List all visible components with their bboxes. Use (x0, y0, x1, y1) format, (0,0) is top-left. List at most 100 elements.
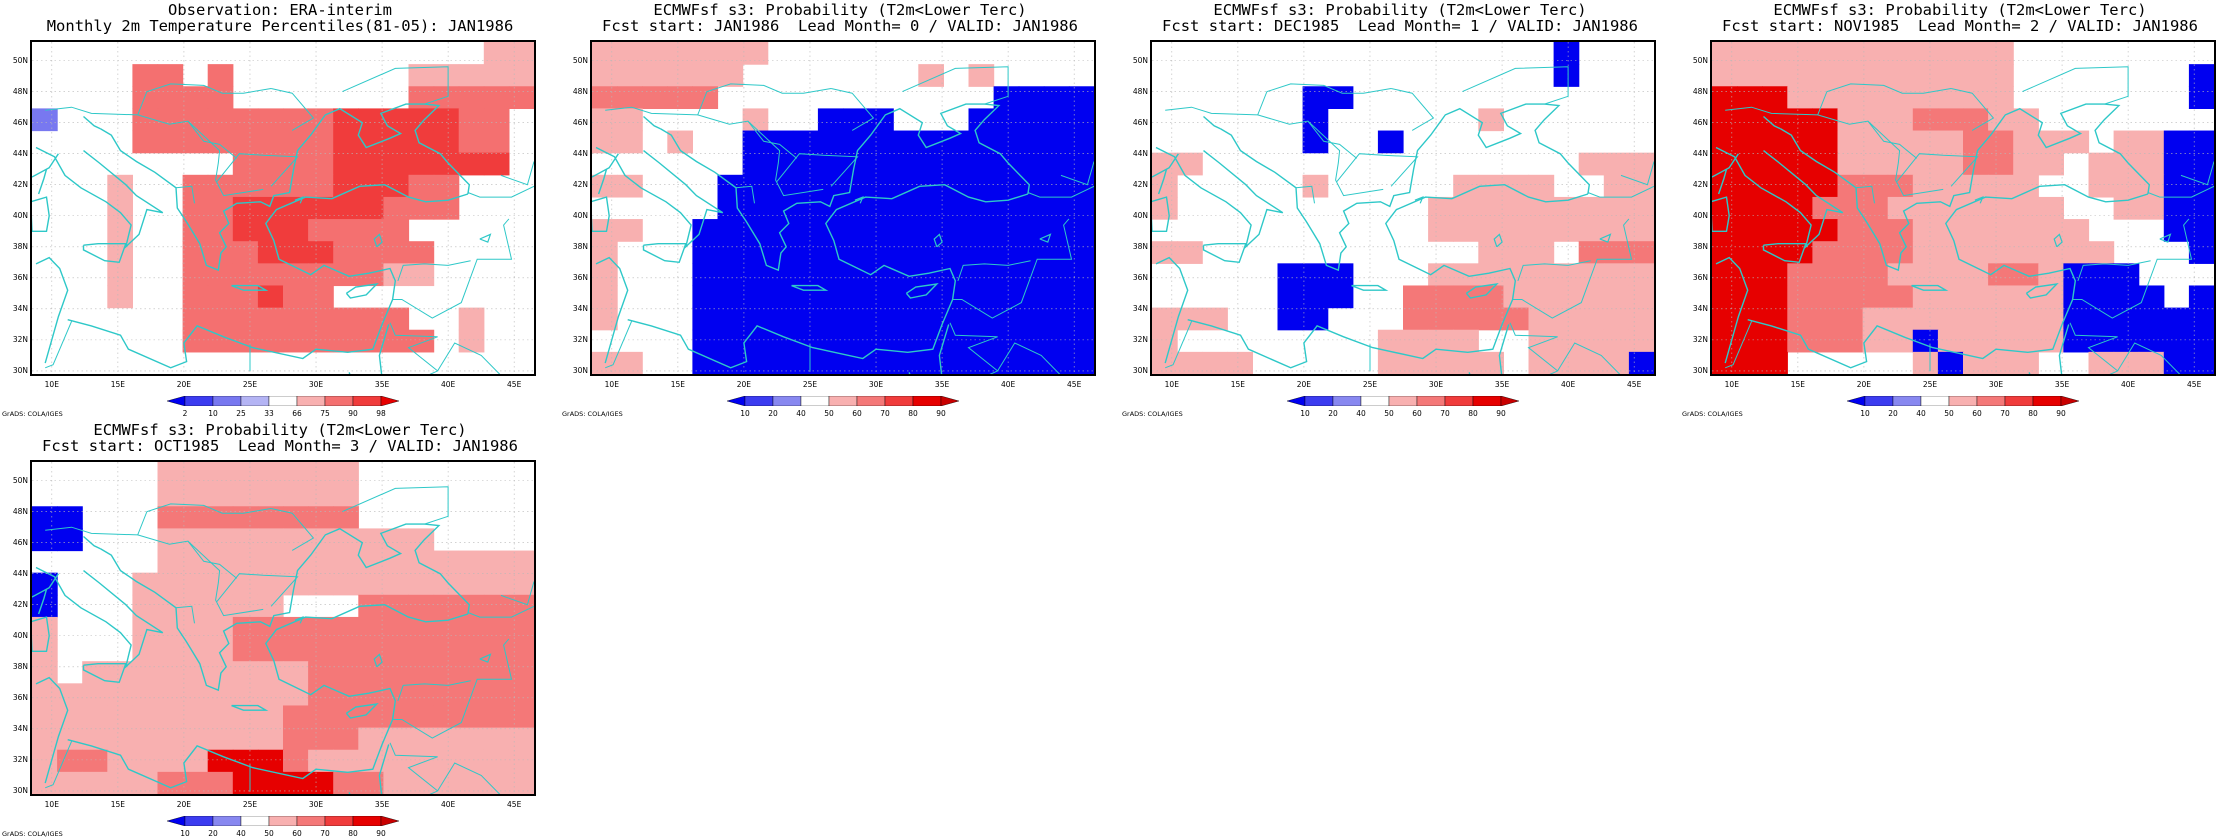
coastline (791, 284, 829, 291)
colorbar-arrow-right (1500, 396, 1519, 406)
map-cell (1428, 263, 1454, 287)
map-cell (433, 661, 460, 684)
map-cell (358, 130, 384, 154)
colorbar-segment (1472, 396, 1502, 406)
map-cell (993, 263, 1020, 287)
map-cell (433, 550, 460, 574)
map-cell (592, 307, 618, 331)
map-area (30, 460, 536, 796)
map-cell (182, 462, 209, 485)
map-cell (1988, 307, 2014, 331)
map-cell (1528, 307, 1555, 331)
map-cell (182, 572, 209, 596)
lat-label: 30N (1132, 365, 1148, 375)
coastline (1498, 324, 1510, 374)
map-cell (32, 594, 58, 618)
map-cell (1762, 241, 1788, 264)
colorbar-tick-label: 80 (2028, 409, 2038, 418)
lon-label: 20E (1856, 380, 1872, 389)
grads-credit: GrADS: COLA/IGES (1122, 410, 1183, 418)
map-cell (333, 771, 359, 794)
map-cell (107, 263, 133, 287)
map-cell (1043, 108, 1070, 132)
map-cell (692, 351, 719, 374)
map-cell (1177, 351, 1203, 374)
map-cell (358, 550, 384, 574)
map-cell (1787, 174, 1813, 198)
map-cell (458, 749, 485, 773)
map-cell (132, 683, 159, 707)
map-cell (433, 594, 460, 618)
map-cell (408, 528, 435, 552)
map-cell (232, 462, 259, 485)
map-cell (157, 639, 184, 662)
lat-label: 46N (572, 117, 588, 127)
colorbar-segment (1976, 396, 2006, 406)
map-cell (232, 639, 259, 662)
map-cell (2013, 307, 2039, 331)
colorbar-segment (268, 816, 298, 826)
map-cell (1068, 219, 1094, 242)
map-cell (433, 196, 460, 220)
map-cell (1043, 263, 1070, 287)
map-cell (1302, 285, 1329, 309)
map-cell (157, 484, 184, 507)
colorbar (1287, 396, 1519, 406)
lon-label: 10E (604, 380, 619, 389)
map-cell (1428, 196, 1454, 220)
map-cell (257, 263, 284, 287)
lat-label: 42N (12, 179, 28, 189)
country-border (1509, 322, 1558, 372)
colorbar-tick-label: 20 (1888, 409, 1898, 418)
map-cell (483, 130, 510, 154)
colorbar-tick-label: 10 (1860, 409, 1870, 418)
map-cell (1737, 329, 1763, 353)
coastline (938, 324, 950, 374)
lat-label: 34N (12, 303, 28, 313)
map-cell (2188, 307, 2214, 331)
colorbar-arrow-left (1847, 396, 1866, 406)
colorbar-tick-label: 20 (768, 409, 778, 418)
country-border (175, 605, 195, 624)
colorbar-arrow-left (1287, 396, 1306, 406)
colorbar-segment (212, 816, 242, 826)
map-cell (32, 506, 58, 529)
lat-label: 40N (12, 630, 28, 640)
map-cell (107, 705, 133, 729)
lon-label: 30E (308, 380, 324, 389)
map-cell (358, 639, 384, 662)
map-cell (508, 594, 534, 618)
map-cell (1963, 42, 1989, 65)
map-cell (132, 616, 159, 640)
map-cell (257, 727, 284, 751)
map-cell (358, 108, 384, 132)
map-cell (458, 130, 485, 154)
colorbar-segment (268, 396, 298, 406)
map-cell (1712, 42, 1738, 65)
map-cell (232, 108, 259, 132)
map-cell (107, 174, 133, 198)
map-cell (232, 506, 259, 529)
lat-label: 34N (1132, 303, 1148, 313)
map-cell (1478, 263, 1504, 287)
map-cell (1887, 196, 1914, 220)
lat-label: 46N (12, 117, 28, 127)
map-cell (458, 771, 485, 794)
map-cell (1912, 174, 1939, 198)
map-cell (918, 263, 944, 287)
map-cell (617, 64, 643, 87)
map-cell (333, 550, 359, 574)
map-cell (692, 86, 719, 109)
map-cell (308, 152, 334, 176)
map-cell (157, 130, 184, 154)
map-cell (508, 550, 534, 574)
lake-outline (1974, 196, 1984, 204)
colorbar-segment (2004, 396, 2034, 406)
panel-title-line1: ECMWFsf s3: Probability (T2m<Lower Terc) (1773, 1, 2147, 19)
map-cell (918, 130, 944, 154)
map-cell (1887, 42, 1914, 65)
map-cell (943, 285, 970, 309)
map-cell (458, 616, 485, 640)
map-svg (1152, 42, 1654, 374)
map-cell (1812, 219, 1839, 242)
